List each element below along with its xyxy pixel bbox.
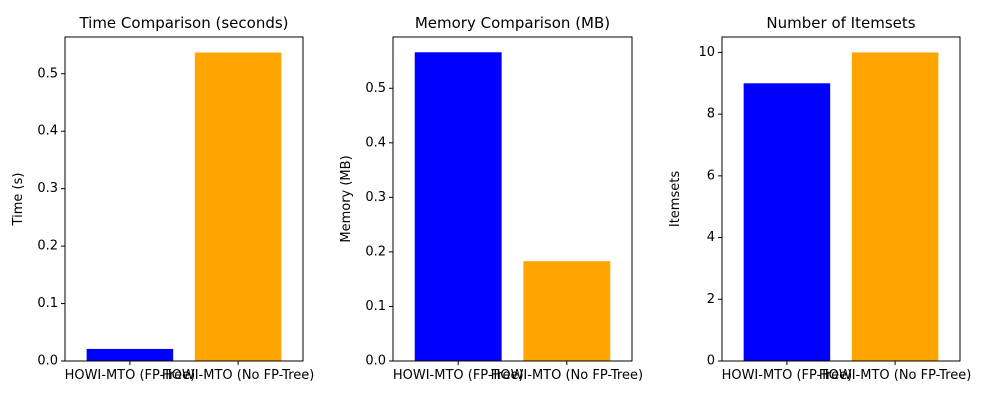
y-tick-label: 0.2 <box>37 239 58 254</box>
y-tick-label: 2 <box>707 292 715 307</box>
y-tick-label: 0 <box>707 354 715 369</box>
chart-panel-3: 0 2 4 6 8 10 HOWI-MTO (FP-Tree)HOWI-MTO (No FP… <box>668 14 971 383</box>
bar-1 <box>86 348 174 361</box>
y-tick-label: 4 <box>707 230 715 245</box>
y-tick-label: 0.4 <box>37 124 58 139</box>
y-tick-label: 10 <box>698 45 715 60</box>
axes-frame <box>721 36 961 362</box>
y-axis-label: Itemsets <box>668 171 683 227</box>
bar-2 <box>851 52 939 362</box>
axes-frame <box>64 36 304 362</box>
y-tick-label: 0.0 <box>365 354 386 369</box>
bar-1 <box>743 83 831 362</box>
y-tick-label: 8 <box>707 107 715 122</box>
bar-2 <box>523 261 611 361</box>
chart-panel-2: 0.0 0.1 0.2 0.3 0.4 0.5 HOWI-MTO (FP-Tree)HOWI… <box>339 14 643 383</box>
x-tick-label: HOWI-MTO (FP-Tree) <box>722 368 853 383</box>
y-tick-label: 0.3 <box>365 190 386 205</box>
x-tick-label: HOWI-MTO (FP-Tree) <box>393 368 524 383</box>
bar-1 <box>414 52 502 361</box>
y-tick-label: 0.1 <box>365 299 386 314</box>
x-tick-label: HOWI-MTO (No FP-Tree) <box>491 368 643 383</box>
y-tick-label: 0.4 <box>365 135 386 150</box>
y-axis-label: Memory (MB) <box>339 155 354 242</box>
y-tick-label: 0.5 <box>365 81 386 96</box>
chart-title: Time Comparison (seconds) <box>78 14 288 32</box>
y-tick-label: 0.2 <box>365 244 386 259</box>
x-tick-label: HOWI-MTO (No FP-Tree) <box>819 368 971 383</box>
y-tick-label: 0.1 <box>37 296 58 311</box>
chart-panel-1: 0.0 0.1 0.2 0.3 0.4 0.5 HOWI-MTO (FP-Tree)HOWI… <box>11 14 314 383</box>
y-tick-label: 0.5 <box>37 66 58 81</box>
y-axis-label: Time (s) <box>11 173 26 227</box>
y-tick-label: 6 <box>707 168 715 183</box>
y-tick-label: 0.0 <box>37 354 58 369</box>
chart-title: Memory Comparison (MB) <box>415 14 610 32</box>
x-tick-label: HOWI-MTO (FP-Tree) <box>65 368 196 383</box>
chart-title: Number of Itemsets <box>766 14 915 32</box>
bar-2 <box>194 52 282 361</box>
x-tick-label: HOWI-MTO (No FP-Tree) <box>162 368 314 383</box>
axes-frame <box>392 36 633 362</box>
y-tick-label: 0.3 <box>37 181 58 196</box>
